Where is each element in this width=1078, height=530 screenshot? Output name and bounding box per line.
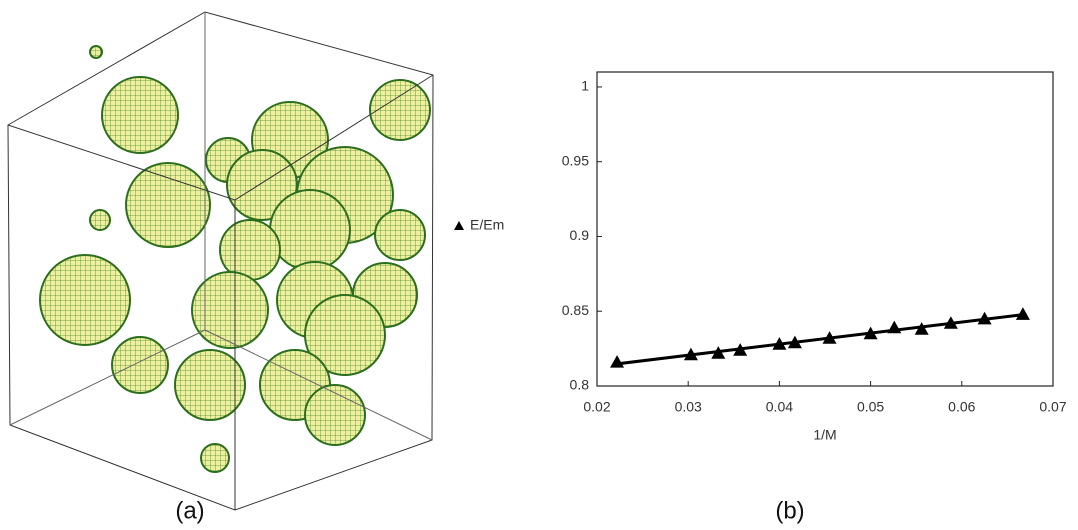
legend-label: E/Em <box>470 217 504 233</box>
x-tick-label: 0.05 <box>857 399 884 415</box>
sphere-render <box>7 11 434 511</box>
data-point <box>914 322 929 335</box>
x-tick-label: 0.04 <box>766 399 793 415</box>
data-point <box>772 337 787 350</box>
y-tick-label: 0.9 <box>570 227 590 243</box>
caption: (b) <box>775 497 804 524</box>
trend-line <box>616 313 1024 366</box>
y-tick-label: 0.95 <box>562 152 589 168</box>
plot-frame <box>596 71 1054 387</box>
x-axis-label: 1/M <box>813 427 836 443</box>
data-point <box>610 355 625 368</box>
data-point <box>863 326 878 340</box>
data-point <box>711 346 726 359</box>
legend-marker <box>454 221 464 230</box>
x-tick-label: 0.07 <box>1039 399 1066 415</box>
data-point <box>787 335 802 349</box>
x-tick-label: 0.06 <box>948 399 975 415</box>
data-point <box>1015 307 1030 320</box>
data-point <box>943 316 958 329</box>
caption: (a) <box>175 497 204 524</box>
data-point <box>822 331 837 344</box>
y-tick-label: 1 <box>581 78 589 94</box>
x-tick-label: 0.02 <box>583 399 610 415</box>
data-point <box>683 347 698 361</box>
y-tick-label: 0.85 <box>562 302 589 318</box>
y-tick-label: 0.8 <box>570 377 590 393</box>
data-point <box>733 343 748 356</box>
data-point <box>977 311 992 325</box>
x-tick-label: 0.03 <box>675 399 702 415</box>
data-point <box>887 320 902 334</box>
